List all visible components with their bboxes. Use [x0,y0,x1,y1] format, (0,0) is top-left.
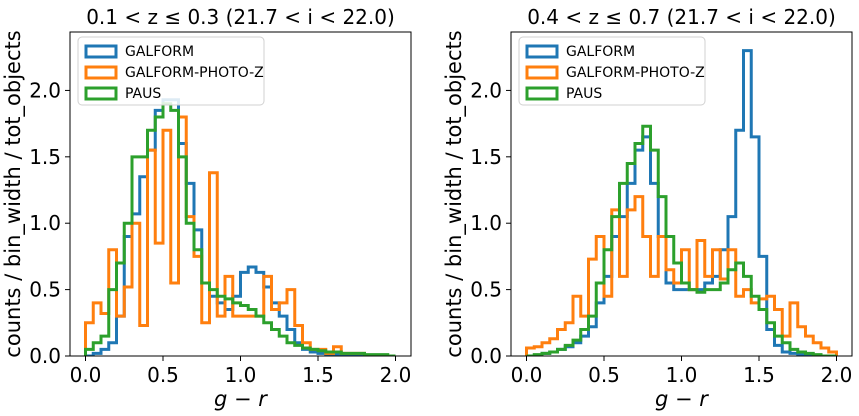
y-axis-label: counts / bin_width / tot_objects [442,30,467,357]
x-tick-label: 0.5 [588,363,620,387]
legend-label: PAUS [566,86,602,102]
legend-swatch [84,44,118,59]
y-tick-label: 1.0 [29,211,61,235]
legend-box [77,36,265,106]
legend-label: GALFORM [125,44,194,60]
legend-swatch [84,65,118,80]
chart-title: 0.1 < z ≤ 0.3 (21.7 < i < 22.0) [86,5,395,29]
legend-swatch [525,86,559,101]
y-tick-label: 2.0 [29,78,61,102]
y-tick-label: 0.5 [470,278,502,302]
chart-panel-2: 0.0 0.5 1.0 1.5 2.0 0.0 0.5 1.0 1.5 2.0 g − r count… [442,5,853,411]
legend-swatch [84,86,118,101]
y-tick-label: 1.0 [470,211,502,235]
legend-label: GALFORM-PHOTO-Z [566,65,705,81]
legend-label: GALFORM [566,44,635,60]
legend: GALFORM GALFORM-PHOTO-Z PAUS [518,36,706,106]
legend-box [518,36,706,106]
legend: GALFORM GALFORM-PHOTO-Z PAUS [77,36,265,106]
x-tick-label: 1.0 [666,363,698,387]
series-galform-photo-z-line [84,115,396,356]
x-tick-label: 2.0 [821,363,853,387]
y-tick-label: 2.0 [470,78,502,102]
y-tick-label: 0.5 [29,278,61,302]
x-tick-label: 1.0 [225,363,257,387]
chart-panel-1: 0.0 0.5 1.0 1.5 2.0 0.0 0.5 1.0 1.5 2.0 g − r count… [1,5,412,411]
legend-swatch [525,65,559,80]
x-tick-label: 0.0 [70,363,102,387]
x-tick-label: 2.0 [380,363,412,387]
x-tick-label: 0.5 [147,363,179,387]
series-paus-line [84,102,396,356]
y-tick-label: 1.5 [470,145,502,169]
legend-swatch [525,44,559,59]
x-tick-label: 1.5 [743,363,775,387]
y-tick-label: 0.0 [29,344,61,368]
y-axis-label: counts / bin_width / tot_objects [1,30,26,357]
legend-label: PAUS [125,86,161,102]
series-paus-line [526,124,837,356]
y-tick-label: 0.0 [470,344,502,368]
x-tick-label: 0.0 [511,363,543,387]
x-axis-label: g − r [655,387,709,411]
legend-label: GALFORM-PHOTO-Z [125,65,264,81]
x-tick-label: 1.5 [302,363,334,387]
chart-title: 0.4 < z ≤ 0.7 (21.7 < i < 22.0) [527,5,836,29]
y-tick-label: 1.5 [29,145,61,169]
x-axis-label: g − r [214,387,268,411]
